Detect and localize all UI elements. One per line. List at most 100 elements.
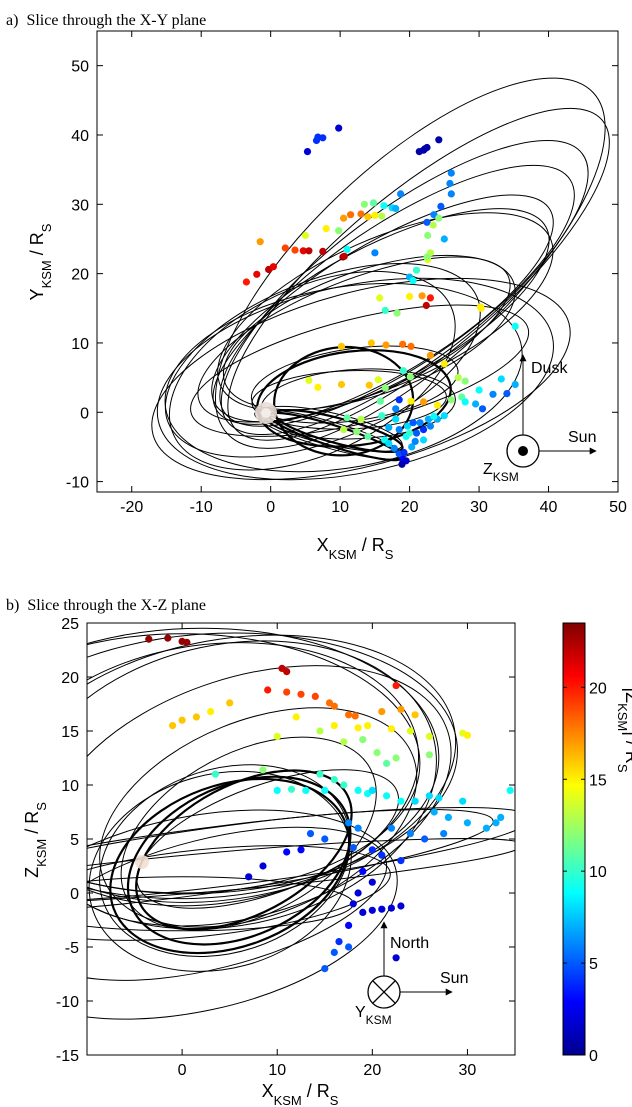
panel-a-point-81 (399, 367, 407, 375)
panel-a-point-24 (340, 214, 348, 222)
panel-b-point-79 (297, 846, 305, 854)
z-ksm-sub: KSM (493, 470, 519, 484)
panel-b-xtick-label: 10 (268, 1062, 286, 1079)
panel-b-point-87 (378, 905, 386, 913)
panel-b-point-24 (330, 722, 338, 730)
panel-a-point-40 (446, 179, 454, 188)
panel-a-point-80 (381, 384, 389, 392)
colorbar-tick-label: 0 (589, 1048, 598, 1065)
panel-a-points (242, 124, 519, 468)
panel-a-xlabel-sub: KSM (329, 547, 357, 562)
panel-b-ytick-label: -5 (65, 940, 79, 957)
panel-a-point-54 (423, 253, 431, 261)
panel-b-point-23 (292, 713, 300, 721)
panel-b-point-3 (183, 638, 191, 647)
panel-a-point-88 (461, 398, 469, 406)
panel-a-point-122 (385, 423, 393, 432)
panel-b-point-29 (425, 732, 433, 741)
panel-a-ylabel-sub: KSM (39, 260, 54, 288)
panel-b-orbit-12 (87, 627, 440, 900)
panel-b-title: Slice through the X-Z plane (27, 597, 206, 614)
panel-a-point-107 (364, 432, 372, 441)
panel-b-label: b) (6, 597, 19, 614)
colorbar-label-rest: | / R (622, 731, 632, 764)
panel-b-point-5 (283, 668, 291, 676)
panel-a-point-3 (303, 148, 312, 156)
panel-a-orbit-4 (212, 194, 554, 425)
panel-a-ylabel-main: Y (27, 288, 47, 300)
panel-a-ylabel: YKSM / RS (27, 223, 54, 300)
panel-b-ylabel-unit-sub: S (34, 802, 49, 811)
panel-b-point-21 (207, 708, 215, 716)
panel-b-point-69 (421, 835, 429, 843)
panel-a-point-22 (301, 231, 309, 240)
panel-a-point-49 (343, 245, 351, 253)
panel-a-point-56 (422, 301, 430, 310)
panel-a-xlabel-main: X (317, 535, 329, 555)
panel-a-point-23 (322, 225, 330, 233)
panel-a-xtick-label: -10 (190, 499, 213, 516)
panel-b-point-67 (387, 824, 395, 832)
panel-b-points (145, 634, 514, 973)
panel-a-point-95 (392, 405, 400, 413)
panel-b-ytick-label: 15 (61, 724, 79, 741)
panel-a-point-18 (305, 247, 313, 255)
panel-b-ytick-label: 25 (61, 616, 79, 633)
panel-a-point-124 (409, 419, 417, 427)
panel-a-point-97 (378, 412, 386, 420)
panel-b-point-59 (430, 808, 438, 816)
panel-a-point-101 (419, 426, 428, 434)
panel-b-point-31 (463, 731, 471, 739)
panel-a-point-118 (419, 436, 428, 444)
panel-a-point-30 (360, 200, 368, 208)
panel-a-point-110 (390, 444, 398, 452)
colorbar-label: |ZKSM| / RS (616, 687, 632, 773)
panel-a-ytick-label: 40 (71, 128, 89, 145)
panel-b-point-17 (411, 711, 419, 719)
panel-a-point-34 (392, 204, 400, 213)
dusk-label: Dusk (531, 360, 568, 377)
panel-a-point-4 (335, 124, 343, 132)
panel-b-point-77 (259, 862, 267, 870)
panel-a-point-128 (343, 414, 351, 422)
panel-a-orbits (151, 77, 610, 481)
panel-b-xlabel-sub: KSM (274, 1093, 302, 1107)
panel-a-point-86 (447, 396, 455, 404)
colorbar-tick-label: 20 (589, 680, 607, 697)
panel-b-point-1 (164, 634, 172, 642)
panel-a-point-26 (357, 210, 365, 218)
panel-a-point-89 (472, 400, 480, 408)
panel-b-point-13 (345, 711, 353, 719)
panel-b-ytick-label: 0 (70, 886, 79, 903)
panel-a-point-104 (440, 412, 448, 420)
panel-b-point-86 (368, 906, 376, 914)
panel-a-ytick-label: 20 (71, 267, 89, 284)
panel-b-point-50 (321, 786, 329, 795)
panel-b-point-28 (406, 727, 414, 735)
panel-b-orbit-4 (88, 770, 352, 972)
panel-b-point-47 (273, 786, 281, 795)
panel-a-point-106 (353, 428, 361, 436)
panel-b-point-36 (373, 749, 381, 757)
panel-b-ytick-label: -10 (56, 994, 79, 1011)
panel-a-point-68 (399, 340, 407, 348)
panel-b-point-71 (306, 830, 315, 838)
panel-a-xlabel-unit-sub: S (385, 547, 394, 562)
panel-b-xlabel-main: X (262, 1081, 274, 1101)
panel-b: b) Slice through the X-Z plane 0 10 20 30 -1… (6, 597, 632, 1107)
panel-b-point-57 (459, 797, 467, 805)
panel-a-point-93 (337, 380, 346, 389)
panel-b-point-0 (145, 635, 153, 643)
panel-b-sun-label: Sun (440, 970, 468, 987)
panel-a-point-83 (407, 397, 415, 405)
panel-a-point-19 (319, 247, 327, 255)
panel-a-orbit-2 (220, 139, 589, 436)
panel-b-point-45 (354, 786, 362, 795)
panel-b-point-43 (330, 776, 338, 784)
panel-a-xlabel-rest: / R (357, 535, 385, 555)
panel-a-orbit-13 (151, 277, 571, 481)
panel-b-point-6 (392, 682, 400, 690)
panel-a-sun-label: Sun (568, 429, 596, 446)
panel-a-point-127 (430, 412, 438, 420)
panel-a-point-48 (429, 221, 437, 229)
